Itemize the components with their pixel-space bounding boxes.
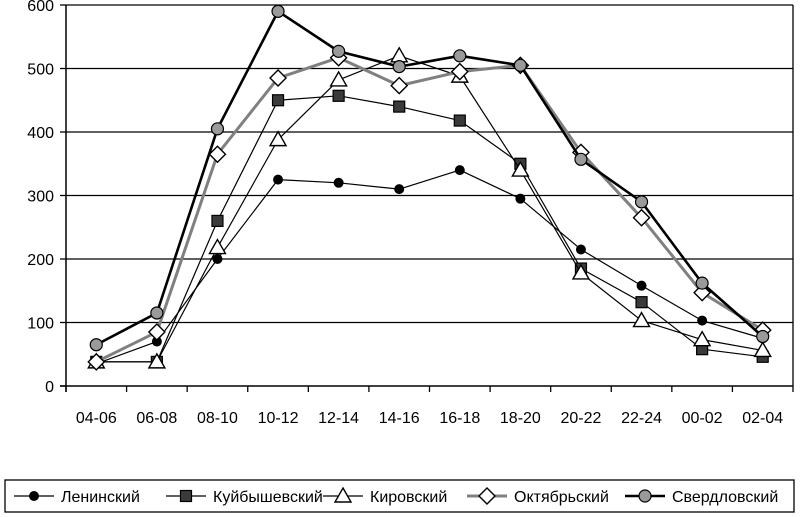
data-point bbox=[147, 323, 166, 342]
data-point bbox=[273, 174, 284, 185]
data-point bbox=[210, 122, 225, 136]
legend-label: Свердловский bbox=[672, 489, 778, 506]
y-tick-label: 300 bbox=[27, 189, 54, 206]
x-tick-label: 00-02 bbox=[682, 410, 723, 427]
data-point bbox=[390, 76, 409, 95]
data-series bbox=[87, 4, 772, 371]
data-point bbox=[453, 49, 467, 63]
data-point bbox=[394, 184, 405, 195]
axes bbox=[60, 4, 794, 392]
data-point bbox=[212, 254, 223, 264]
legend-entry: Свердловский bbox=[625, 489, 778, 506]
x-tick-label: 20-22 bbox=[560, 410, 601, 427]
data-point bbox=[515, 193, 526, 204]
data-point bbox=[697, 315, 708, 326]
data-point bbox=[392, 59, 406, 74]
data-point bbox=[692, 330, 712, 347]
x-tick-label: 16-18 bbox=[439, 410, 480, 427]
data-point bbox=[634, 195, 649, 209]
series-line bbox=[96, 95, 763, 363]
data-point bbox=[756, 329, 770, 344]
legend-label: Кировский bbox=[370, 489, 447, 506]
data-point bbox=[511, 160, 530, 177]
data-point bbox=[632, 311, 651, 328]
data-point bbox=[454, 165, 465, 176]
x-tick-label: 18-20 bbox=[500, 410, 541, 427]
y-tick-label: 200 bbox=[27, 252, 54, 269]
legend-marker bbox=[638, 489, 652, 503]
data-point bbox=[571, 263, 591, 280]
x-tick-label: 14-16 bbox=[379, 410, 420, 427]
x-tick-label: 04-06 bbox=[76, 410, 117, 427]
y-tick-label: 600 bbox=[27, 0, 54, 15]
series-line bbox=[95, 10, 764, 346]
data-point bbox=[636, 280, 647, 291]
data-point bbox=[390, 46, 409, 63]
data-point bbox=[271, 94, 285, 107]
data-point bbox=[87, 352, 106, 371]
x-tick-label: 22-24 bbox=[621, 410, 662, 427]
data-point bbox=[450, 62, 469, 81]
x-tick-label: 06-08 bbox=[136, 410, 177, 427]
data-point bbox=[150, 306, 164, 320]
data-point bbox=[333, 177, 344, 188]
data-point bbox=[513, 58, 527, 72]
data-point bbox=[695, 276, 709, 290]
legend-box bbox=[4, 479, 795, 513]
x-tick-label: 08-10 bbox=[197, 410, 238, 427]
series-2 bbox=[90, 89, 769, 368]
y-tick-label: 100 bbox=[27, 316, 54, 333]
data-point bbox=[632, 208, 651, 227]
data-point bbox=[268, 130, 288, 147]
data-point bbox=[635, 296, 648, 309]
data-point bbox=[574, 152, 588, 166]
legend-marker bbox=[478, 487, 496, 505]
data-point bbox=[332, 89, 345, 102]
x-tick-label: 10-12 bbox=[258, 410, 299, 427]
legend-marker bbox=[179, 489, 193, 503]
data-point bbox=[393, 100, 406, 113]
data-point bbox=[89, 338, 103, 352]
y-tick-label: 0 bbox=[45, 379, 54, 396]
x-tick-labels: 04-06 06-08 08-10 10-12 12-14 14-16 16-18 18-20… bbox=[76, 410, 783, 427]
legend-marker bbox=[29, 491, 39, 501]
data-point bbox=[693, 283, 712, 302]
y-tick-label: 400 bbox=[27, 125, 54, 142]
series-line bbox=[95, 56, 764, 364]
data-point bbox=[208, 145, 227, 164]
data-point bbox=[211, 214, 224, 227]
y-tick-labels: 0 100 200 300 400 500 600 bbox=[27, 0, 54, 396]
legend-entry: Октябрьский bbox=[467, 487, 609, 506]
x-tick-label: 12-14 bbox=[318, 410, 359, 427]
data-point bbox=[753, 341, 772, 358]
legend: Ленинский Куйбышевский Кировский Октябрьски… bbox=[4, 479, 795, 513]
legend-label: Куйбышевский bbox=[213, 489, 323, 506]
legend-label: Октябрьский bbox=[514, 489, 609, 506]
data-point bbox=[208, 238, 227, 255]
legend-marker bbox=[333, 486, 353, 503]
data-point bbox=[453, 114, 466, 127]
series-line bbox=[96, 169, 763, 365]
x-tick-label: 02-04 bbox=[742, 410, 783, 427]
legend-entry: Ленинский bbox=[14, 489, 140, 506]
data-point bbox=[271, 4, 285, 18]
series-line bbox=[96, 55, 763, 363]
legend-label: Ленинский bbox=[61, 489, 140, 506]
legend-entry: Кировский bbox=[323, 486, 447, 506]
grid-lines bbox=[66, 4, 794, 386]
series-3 bbox=[87, 46, 772, 369]
data-point bbox=[332, 44, 346, 58]
legend-entry: Куйбышевский bbox=[166, 489, 323, 506]
data-point bbox=[329, 70, 348, 87]
data-point bbox=[147, 352, 167, 369]
data-point bbox=[269, 69, 288, 88]
data-point bbox=[575, 244, 586, 255]
series-5 bbox=[89, 4, 770, 352]
y-tick-label: 500 bbox=[27, 62, 54, 79]
